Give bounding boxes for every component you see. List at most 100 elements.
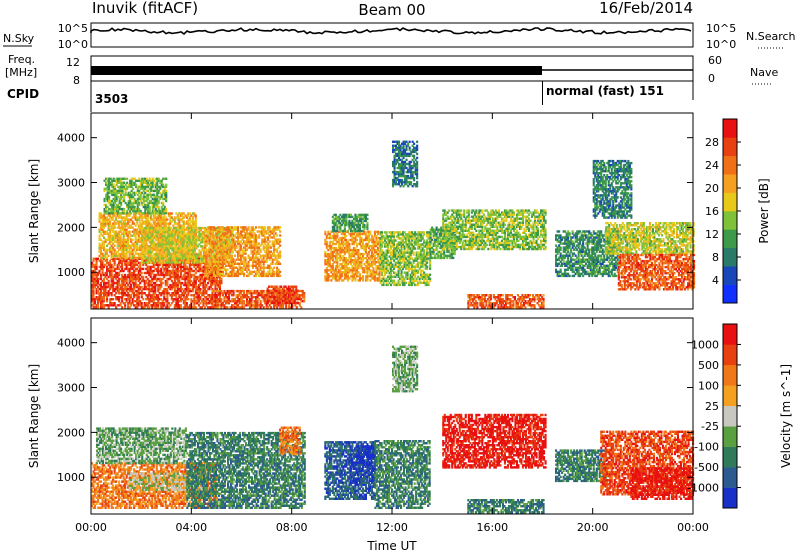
heatmap-cell [163, 211, 166, 215]
heatmap-cell [128, 248, 131, 252]
heatmap-cell [145, 199, 148, 203]
heatmap-cell [139, 281, 142, 285]
heatmap-cell [215, 274, 218, 278]
heatmap-cell [150, 181, 153, 184]
heatmap-cell [121, 287, 124, 291]
heatmap-cell [167, 214, 170, 217]
heatmap-cell [129, 179, 132, 182]
heatmap-cell [115, 254, 118, 258]
heatmap-cell [214, 302, 217, 305]
heatmap-cell [150, 257, 153, 260]
heatmap-cell [142, 197, 145, 201]
heatmap-cell [146, 269, 149, 273]
heatmap-cell [201, 247, 204, 250]
heatmap-cell [111, 189, 114, 193]
heatmap-cell [153, 259, 156, 262]
heatmap-cell [109, 292, 112, 295]
heatmap-cell [97, 298, 100, 301]
heatmap-cell [193, 239, 196, 242]
heatmap-cell [175, 243, 178, 246]
heatmap-cell [136, 252, 139, 256]
heatmap-cell [95, 257, 98, 260]
heatmap-cell [130, 195, 133, 199]
heatmap-cell [103, 214, 106, 217]
heatmap-cell [113, 220, 116, 223]
heatmap-cell [184, 296, 187, 299]
heatmap-cell [149, 281, 152, 285]
heatmap-cell [166, 218, 169, 221]
heatmap-cell [209, 244, 212, 247]
heatmap-cell [157, 283, 160, 287]
heatmap-cell [106, 244, 109, 247]
heatmap-cell [153, 189, 156, 193]
heatmap-cell [133, 285, 136, 289]
heatmap-cell [110, 283, 113, 287]
heatmap-cell [175, 294, 178, 297]
heatmap-cell [118, 234, 121, 237]
heatmap-cell [193, 228, 196, 232]
heatmap-cell [166, 231, 169, 234]
heatmap-cell [158, 277, 161, 281]
heatmap-cell [171, 237, 174, 240]
heatmap-cell [178, 245, 181, 248]
heatmap-cell [164, 273, 167, 277]
heatmap-cell [124, 226, 127, 229]
heatmap-cell [209, 234, 212, 237]
heatmap-cell [201, 241, 204, 244]
heatmap-cell [178, 239, 181, 242]
heatmap-cell [145, 237, 148, 240]
heatmap-cell [108, 185, 111, 189]
heatmap-cell [131, 289, 134, 293]
heatmap-cell [135, 207, 138, 211]
heatmap-cell [115, 189, 118, 193]
heatmap-cell [160, 224, 163, 227]
heatmap-cell [160, 211, 163, 215]
heatmap-cell [100, 298, 103, 301]
heatmap-cell [176, 292, 179, 295]
heatmap-cell [124, 267, 127, 271]
heatmap-cell [223, 226, 226, 230]
heatmap-cell [157, 177, 160, 180]
heatmap-cell [115, 232, 118, 235]
heatmap-cell [210, 239, 213, 242]
heatmap-cell [205, 300, 208, 303]
heatmap-cell [178, 222, 181, 225]
heatmap-cell [211, 287, 214, 291]
heatmap-cell [158, 292, 161, 295]
heatmap-cell [116, 238, 119, 241]
heatmap-cell [160, 298, 163, 301]
heatmap-cell [191, 218, 194, 221]
heatmap-cell [131, 277, 134, 281]
heatmap-cell [176, 302, 179, 305]
heatmap-cell [152, 289, 155, 293]
heatmap-cell [156, 187, 159, 191]
heatmap-cell [163, 216, 166, 219]
heatmap-cell [193, 224, 196, 227]
heatmap-cell [127, 257, 130, 260]
heatmap-cell [91, 277, 94, 281]
heatmap-cell [172, 265, 175, 269]
heatmap-cell [208, 254, 211, 257]
heatmap-cell [176, 218, 179, 221]
heatmap-cell [140, 294, 143, 297]
heatmap-cell [118, 283, 121, 287]
heatmap-cell [103, 197, 106, 201]
heatmap-cell [106, 250, 109, 254]
heatmap-cell [190, 228, 193, 232]
heatmap-cell [131, 222, 134, 225]
heatmap-cell [265, 260, 268, 263]
heatmap-cell [178, 226, 181, 230]
heatmap-cell [202, 304, 205, 307]
heatmap-cell [112, 277, 115, 281]
heatmap-cell [113, 263, 116, 267]
heatmap-cell [109, 181, 112, 184]
heatmap-cell [110, 302, 113, 305]
heatmap-cell [156, 193, 159, 197]
heatmap-cell [109, 267, 112, 271]
heatmap-cell [163, 244, 166, 247]
heatmap-cell [214, 298, 217, 301]
heatmap-cell [227, 239, 230, 242]
heatmap-cell [116, 285, 119, 289]
heatmap-cell [107, 263, 110, 267]
heatmap-cell [157, 185, 160, 189]
